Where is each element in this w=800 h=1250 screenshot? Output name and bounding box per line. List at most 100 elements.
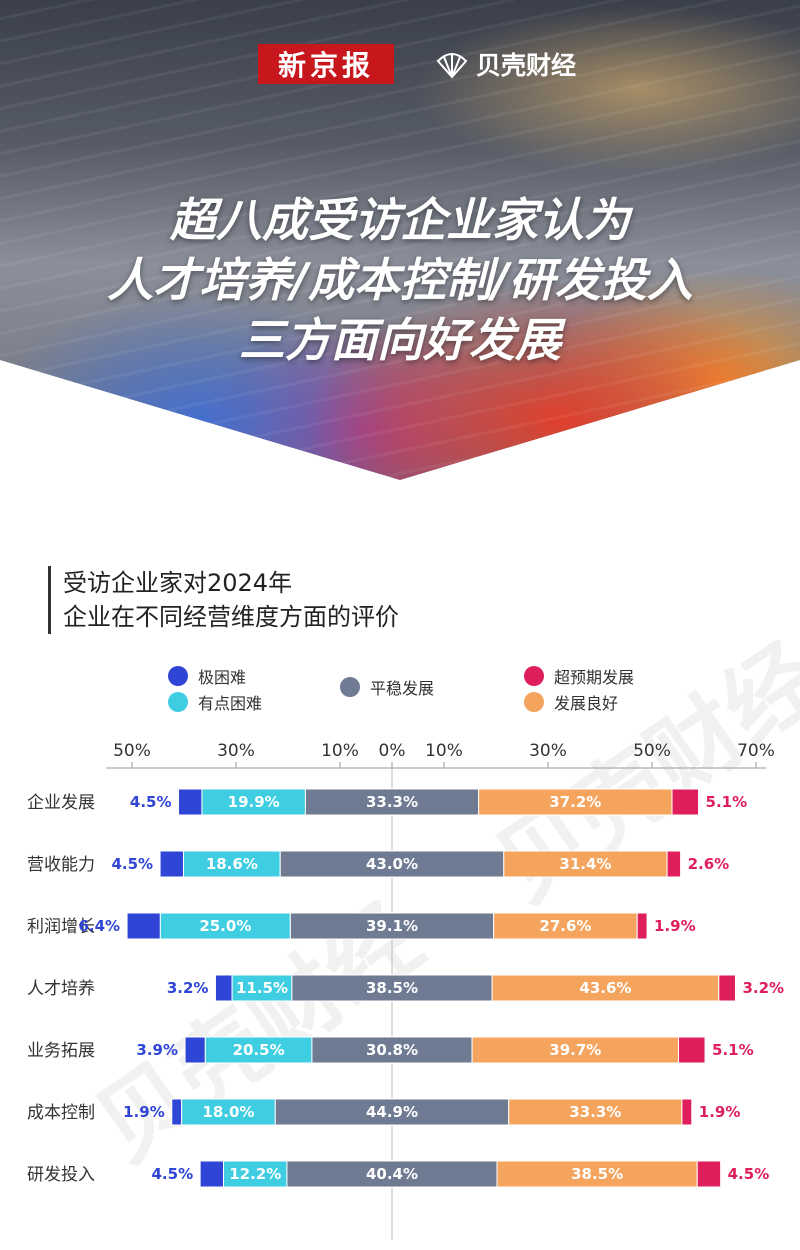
data-label: 39.1%: [366, 917, 418, 935]
headline: 超八成受访企业家认为 人才培养/成本控制/研发投入 三方面向好发展: [0, 190, 800, 370]
legend-label: 极困难: [198, 668, 247, 687]
bar-stable: [311, 1036, 473, 1064]
x-tick-label: 30%: [217, 741, 255, 761]
data-label: 1.9%: [123, 1103, 165, 1121]
chart-title-line-1: 受访企业家对2024年: [63, 569, 293, 597]
bar-very-difficult: [214, 974, 233, 1002]
legend-item-very-difficult: 极困难: [168, 664, 246, 688]
data-label: 18.0%: [202, 1103, 254, 1121]
bar-very-difficult: [178, 788, 203, 816]
bar-exceed: [681, 1098, 693, 1126]
chart-title: 受访企业家对2024年 企业在不同经营维度方面的评价: [48, 566, 399, 634]
bar-somewhat-difficult: [223, 1160, 288, 1188]
data-label: 18.6%: [206, 855, 258, 873]
bar-somewhat-difficult: [201, 788, 306, 816]
data-label: 38.5%: [366, 979, 418, 997]
data-label: 12.2%: [229, 1165, 281, 1183]
headline-line-2: 人才培养/成本控制/研发投入: [107, 253, 693, 307]
bar-exceed: [696, 1160, 722, 1188]
legend-swatch: [524, 692, 544, 712]
bar-good: [493, 912, 638, 940]
data-label: 3.2%: [167, 979, 209, 997]
category-label: 研发投入: [27, 1165, 95, 1185]
data-label: 11.5%: [236, 979, 288, 997]
data-label: 4.5%: [728, 1165, 770, 1183]
bar-good: [471, 1036, 680, 1064]
x-tick-label: 50%: [633, 741, 671, 761]
legend-item-stable: 平稳发展: [340, 675, 434, 699]
bar-somewhat-difficult: [159, 912, 291, 940]
legend-label: 有点困难: [198, 694, 263, 713]
bar-very-difficult: [199, 1160, 225, 1188]
bar-exceed: [666, 850, 682, 878]
bar-good: [478, 788, 673, 816]
bar-very-difficult: [159, 850, 184, 878]
data-label: 43.6%: [579, 979, 631, 997]
legend-label: 超预期发展: [554, 668, 635, 687]
x-tick-label: 10%: [321, 741, 359, 761]
data-label: 30.8%: [366, 1041, 418, 1059]
bar-exceed: [671, 788, 700, 816]
category-label: 利润增长: [27, 917, 95, 937]
data-label: 40.4%: [366, 1165, 418, 1183]
data-label: 3.2%: [742, 979, 784, 997]
data-label: 6.4%: [78, 917, 120, 935]
data-label: 20.5%: [233, 1041, 285, 1059]
data-label: 5.1%: [712, 1041, 754, 1059]
category-label: 业务拓展: [27, 1041, 95, 1061]
bar-stable: [304, 788, 480, 816]
x-tick-label: 30%: [529, 741, 567, 761]
data-label: 27.6%: [539, 917, 591, 935]
legend-swatch: [168, 692, 188, 712]
legend-item-exceed: 超预期发展: [524, 664, 634, 688]
data-label: 1.9%: [654, 917, 696, 935]
data-label: 25.0%: [199, 917, 251, 935]
chart-title-line-2: 企业在不同经营维度方面的评价: [63, 603, 399, 631]
bar-very-difficult: [126, 912, 161, 940]
legend-label: 发展良好: [554, 694, 619, 713]
bar-stable: [279, 850, 505, 878]
legend-swatch: [524, 666, 544, 686]
bar-stable: [289, 912, 495, 940]
data-label: 3.9%: [136, 1041, 178, 1059]
headline-line-1: 超八成受访企业家认为: [170, 193, 630, 247]
data-label: 33.3%: [569, 1103, 621, 1121]
bar-stable: [274, 1098, 510, 1126]
data-label: 5.1%: [706, 793, 748, 811]
data-label: 4.5%: [111, 855, 153, 873]
bar-exceed: [636, 912, 648, 940]
legend-swatch: [340, 677, 360, 697]
headline-line-3: 三方面向好发展: [239, 313, 561, 367]
x-tick-label: 70%: [737, 741, 775, 761]
bar-stable: [286, 1160, 498, 1188]
legend-item-good: 发展良好: [524, 690, 618, 714]
data-label: 33.3%: [366, 793, 418, 811]
beike-logo-text: 贝壳财经: [476, 51, 577, 80]
x-tick-label: 0%: [379, 741, 406, 761]
bar-very-difficult: [184, 1036, 206, 1064]
category-label: 企业发展: [27, 793, 95, 813]
data-label: 31.4%: [559, 855, 611, 873]
data-label: 37.2%: [549, 793, 601, 811]
data-label: 43.0%: [366, 855, 418, 873]
data-label: 38.5%: [571, 1165, 623, 1183]
bar-good: [503, 850, 668, 878]
data-label: 39.7%: [549, 1041, 601, 1059]
data-label: 44.9%: [366, 1103, 418, 1121]
category-label: 营收能力: [27, 855, 95, 875]
shell-icon: [436, 53, 468, 79]
bar-very-difficult: [171, 1098, 183, 1126]
x-tick-label: 10%: [425, 741, 463, 761]
x-tick-label: 50%: [113, 741, 151, 761]
legend-swatch: [168, 666, 188, 686]
data-label: 19.9%: [228, 793, 280, 811]
diverging-bar-chart: 50% 30% 10% 0% 10% 30% 50% 70% 企业发展 4.5% 19.9% 33.3…: [27, 741, 784, 1240]
bar-exceed: [678, 1036, 706, 1064]
beike-caijing-logo: 贝壳财经: [434, 44, 576, 84]
data-label: 4.5%: [152, 1165, 194, 1183]
bar-stable: [291, 974, 493, 1002]
data-label: 1.9%: [699, 1103, 741, 1121]
bar-good: [496, 1160, 698, 1188]
category-label: 成本控制: [27, 1103, 95, 1123]
legend-label: 平稳发展: [370, 679, 435, 698]
